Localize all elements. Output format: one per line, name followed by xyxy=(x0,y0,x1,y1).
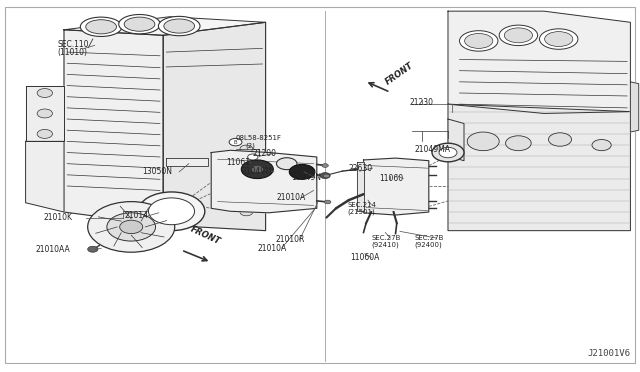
Text: (92410): (92410) xyxy=(371,241,399,248)
Polygon shape xyxy=(448,104,630,231)
Polygon shape xyxy=(364,158,429,215)
Polygon shape xyxy=(630,82,639,132)
Circle shape xyxy=(240,182,253,190)
Text: 21010R: 21010R xyxy=(275,235,305,244)
Circle shape xyxy=(37,109,52,118)
Text: FRONT: FRONT xyxy=(189,225,221,246)
Polygon shape xyxy=(64,17,266,35)
Circle shape xyxy=(592,140,611,151)
Text: SEC.110: SEC.110 xyxy=(58,40,89,49)
Circle shape xyxy=(548,133,572,146)
Text: J21001V6: J21001V6 xyxy=(588,349,630,358)
Ellipse shape xyxy=(164,19,195,33)
Text: 21200: 21200 xyxy=(253,149,277,158)
Ellipse shape xyxy=(499,25,538,45)
Circle shape xyxy=(322,164,328,167)
Text: 21230: 21230 xyxy=(410,98,434,107)
Polygon shape xyxy=(64,30,163,225)
Circle shape xyxy=(240,208,253,216)
Circle shape xyxy=(467,132,499,151)
Ellipse shape xyxy=(540,29,578,49)
Text: 08L58-8251F: 08L58-8251F xyxy=(236,135,282,141)
Ellipse shape xyxy=(86,20,116,34)
Circle shape xyxy=(276,158,297,170)
Ellipse shape xyxy=(81,17,122,36)
Polygon shape xyxy=(163,22,266,231)
Text: SEC.27B: SEC.27B xyxy=(371,235,401,241)
Circle shape xyxy=(88,246,98,252)
Circle shape xyxy=(107,213,156,241)
Circle shape xyxy=(324,200,331,204)
Text: (11010): (11010) xyxy=(58,48,88,57)
Circle shape xyxy=(148,198,195,225)
Text: 21010AA: 21010AA xyxy=(35,245,70,254)
Circle shape xyxy=(251,166,264,173)
Polygon shape xyxy=(26,141,64,212)
FancyBboxPatch shape xyxy=(5,7,635,363)
Ellipse shape xyxy=(124,17,155,31)
Text: 22630: 22630 xyxy=(349,164,373,173)
Polygon shape xyxy=(448,11,630,113)
Text: SEC.27B: SEC.27B xyxy=(415,235,444,241)
Polygon shape xyxy=(166,158,208,166)
Text: 21010A: 21010A xyxy=(258,244,287,253)
Circle shape xyxy=(120,220,143,234)
Polygon shape xyxy=(26,86,64,141)
Text: 21049MA: 21049MA xyxy=(415,145,451,154)
Ellipse shape xyxy=(159,16,200,36)
Text: (92400): (92400) xyxy=(415,241,442,248)
Ellipse shape xyxy=(465,33,493,48)
Circle shape xyxy=(229,138,242,146)
Circle shape xyxy=(138,192,205,231)
Polygon shape xyxy=(357,162,364,211)
Circle shape xyxy=(320,173,330,179)
Text: 11061: 11061 xyxy=(226,158,250,167)
Ellipse shape xyxy=(545,32,573,46)
Circle shape xyxy=(241,160,273,179)
Text: 21010A: 21010A xyxy=(276,193,306,202)
Circle shape xyxy=(88,202,175,252)
Text: B: B xyxy=(234,140,237,145)
Text: 21049M: 21049M xyxy=(242,167,273,176)
Text: 11060: 11060 xyxy=(380,174,404,183)
Text: (2): (2) xyxy=(245,142,255,149)
Circle shape xyxy=(323,174,330,178)
Circle shape xyxy=(248,154,258,160)
Ellipse shape xyxy=(460,31,498,51)
Circle shape xyxy=(240,145,253,153)
Ellipse shape xyxy=(504,28,532,43)
Text: 11060A: 11060A xyxy=(350,253,380,262)
Polygon shape xyxy=(211,150,317,213)
Ellipse shape xyxy=(119,15,161,34)
Circle shape xyxy=(432,143,464,162)
Text: FRONT: FRONT xyxy=(384,61,415,86)
Circle shape xyxy=(439,147,457,158)
Text: SEC.214: SEC.214 xyxy=(348,202,376,208)
Circle shape xyxy=(289,164,315,179)
Text: 21014: 21014 xyxy=(125,211,149,220)
Text: 13049N: 13049N xyxy=(291,173,321,182)
Circle shape xyxy=(506,136,531,151)
Circle shape xyxy=(37,89,52,97)
Text: 21010K: 21010K xyxy=(44,213,72,222)
Text: (21501): (21501) xyxy=(348,208,375,215)
Circle shape xyxy=(37,129,52,138)
Polygon shape xyxy=(448,119,464,161)
Text: 13050N: 13050N xyxy=(142,167,172,176)
